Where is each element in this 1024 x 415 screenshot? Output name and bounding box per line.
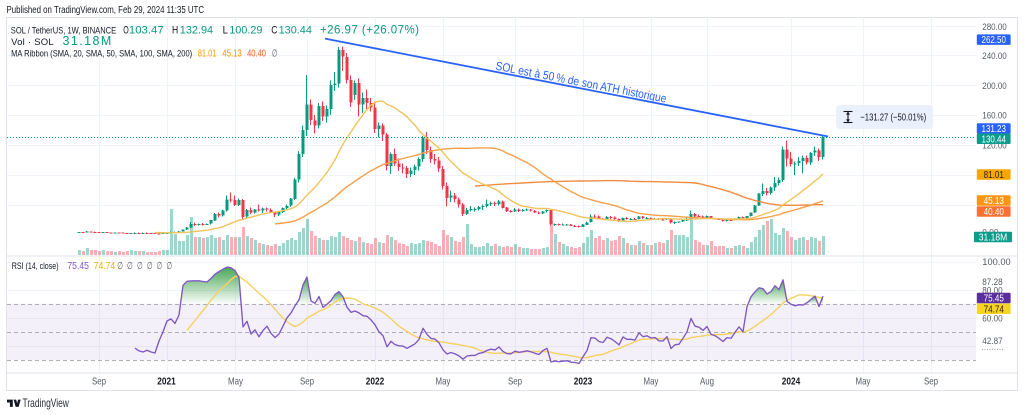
svg-text:240.00: 240.00 (982, 50, 1006, 61)
svg-text:+26.97 (+26.07%): +26.97 (+26.07%) (320, 25, 419, 37)
svg-text:Sep: Sep (508, 376, 522, 387)
svg-text:∅: ∅ (272, 47, 278, 59)
svg-text:120.00: 120.00 (982, 140, 1006, 151)
svg-text:75.45: 75.45 (67, 260, 88, 271)
svg-text:74.74: 74.74 (94, 260, 115, 271)
svg-text:∅: ∅ (137, 260, 143, 272)
svg-text:45.13: 45.13 (222, 47, 241, 58)
svg-text:87.28: 87.28 (982, 276, 1002, 287)
svg-text:100.29: 100.29 (229, 24, 262, 36)
svg-text:May: May (856, 376, 871, 387)
svg-text:∅: ∅ (127, 260, 133, 272)
svg-text:TradingView: TradingView (23, 398, 70, 411)
svg-text:Published on TradingView.com,: Published on TradingView.com, Feb 29, 20… (7, 4, 205, 15)
svg-text:45.13: 45.13 (984, 195, 1004, 206)
svg-text:MA Ribbon (SMA, 20, SMA, 50, S: MA Ribbon (SMA, 20, SMA, 50, SMA, 100, S… (11, 47, 192, 58)
svg-text:100.00: 100.00 (982, 256, 1010, 267)
svg-text:2023: 2023 (574, 376, 592, 387)
svg-text:2021: 2021 (157, 376, 175, 387)
svg-text:2022: 2022 (366, 376, 384, 387)
svg-text:−131.27 (−50.01%): −131.27 (−50.01%) (860, 112, 926, 123)
svg-text:31.18M: 31.18M (979, 232, 1007, 243)
svg-text:40.40: 40.40 (984, 206, 1004, 217)
svg-text:130.44: 130.44 (982, 134, 1006, 145)
svg-text:May: May (644, 376, 659, 387)
svg-text:81.01: 81.01 (198, 47, 217, 58)
svg-text:O: O (123, 24, 128, 36)
svg-text:131.23: 131.23 (982, 123, 1006, 134)
svg-text:L: L (223, 25, 229, 37)
svg-text:132.94: 132.94 (180, 24, 213, 36)
svg-text:Aug: Aug (700, 376, 714, 387)
svg-text:130.44: 130.44 (279, 24, 312, 36)
svg-text:Vol · SOL: Vol · SOL (11, 37, 54, 48)
svg-text:May: May (436, 376, 451, 387)
svg-text:74.74: 74.74 (984, 304, 1004, 315)
svg-text:160.00: 160.00 (982, 110, 1006, 121)
svg-text:RSI (14, close): RSI (14, close) (12, 260, 59, 271)
svg-text:Sep: Sep (924, 376, 938, 387)
svg-text:200.00: 200.00 (982, 80, 1006, 91)
svg-text:40.40: 40.40 (247, 47, 266, 58)
svg-text:SOL / TetherUS, 1W, BINANCE: SOL / TetherUS, 1W, BINANCE (11, 25, 117, 36)
svg-text:∅: ∅ (166, 260, 172, 272)
svg-text:262.50: 262.50 (982, 34, 1006, 45)
svg-text:Sep: Sep (300, 376, 314, 387)
svg-text:103.47: 103.47 (129, 24, 164, 36)
svg-text:∅: ∅ (157, 260, 163, 272)
svg-text:280.00: 280.00 (982, 21, 1006, 32)
svg-text:42.87: 42.87 (982, 335, 1002, 346)
svg-text:∅: ∅ (147, 260, 153, 272)
svg-text:80.00: 80.00 (982, 285, 1002, 296)
svg-text:81.01: 81.01 (984, 169, 1004, 180)
svg-text:May: May (228, 376, 243, 387)
svg-text:H: H (172, 25, 178, 37)
svg-text:C: C (271, 25, 277, 37)
svg-text:2024: 2024 (782, 376, 801, 387)
svg-text:75.45: 75.45 (984, 293, 1004, 304)
svg-text:60.00: 60.00 (982, 313, 1002, 324)
svg-text:31.18M: 31.18M (63, 34, 113, 48)
svg-text:∅: ∅ (117, 260, 123, 272)
svg-text:Sep: Sep (92, 376, 106, 387)
